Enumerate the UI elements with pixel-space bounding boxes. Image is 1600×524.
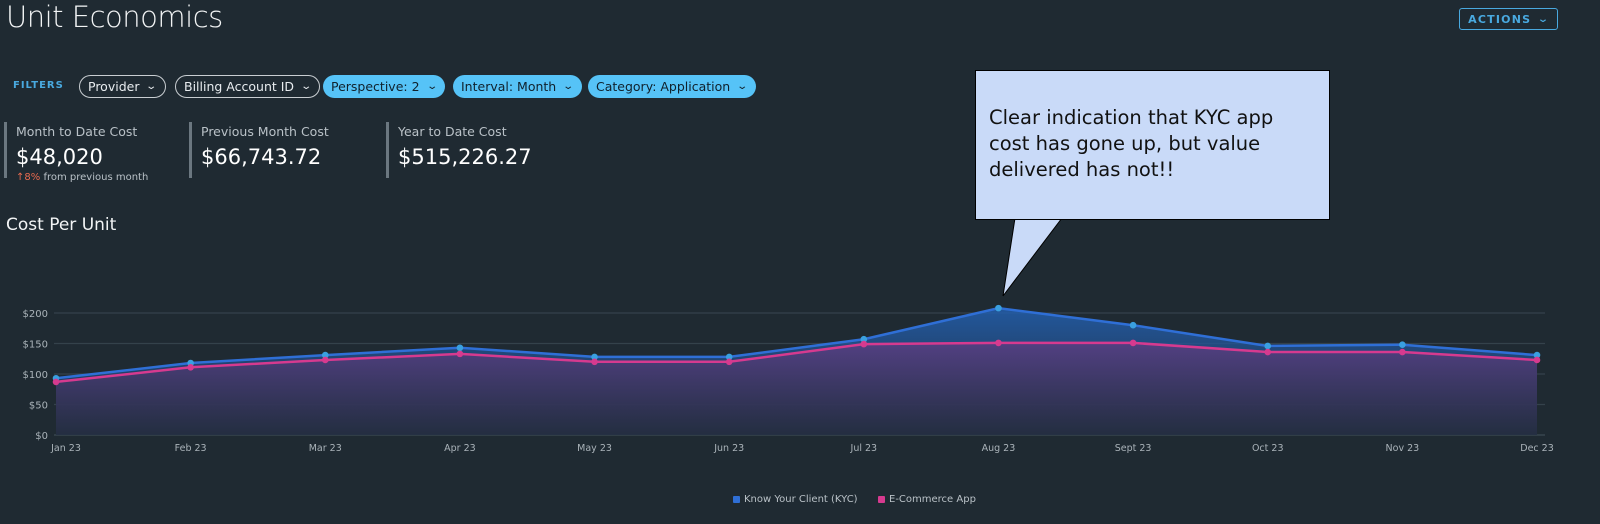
- page-title: Unit Economics: [6, 0, 223, 34]
- data-point[interactable]: [1533, 356, 1541, 364]
- data-point[interactable]: [52, 378, 60, 386]
- kpi-delta: ↑8% from previous month: [16, 172, 148, 183]
- annotation-callout: Clear indication that KYC app cost has g…: [975, 70, 1330, 220]
- kpi-previous-month: Previous Month Cost $66,743.72: [189, 122, 329, 178]
- chevron-down-icon: ⌄: [145, 81, 158, 92]
- data-point[interactable]: [725, 358, 733, 366]
- arrow-up-icon: ↑: [16, 172, 25, 183]
- filters-label: FILTERS: [13, 80, 64, 91]
- series-line: [55, 306, 1538, 380]
- legend-label: Know Your Client (KYC): [744, 494, 858, 505]
- kpi-value: $515,226.27: [398, 145, 532, 169]
- x-tick-label: Apr 23: [444, 443, 476, 454]
- filter-label: Category: Application: [596, 79, 731, 94]
- filter-label: Provider: [88, 79, 140, 94]
- chevron-down-icon: ⌄: [562, 81, 575, 92]
- filter-billing-account-id[interactable]: Billing Account ID ⌄: [175, 75, 321, 98]
- delta-percent: 8%: [24, 172, 41, 183]
- series-line: [55, 341, 1538, 384]
- y-tick-label: $100: [23, 370, 48, 381]
- legend-item-ecommerce[interactable]: E-Commerce App: [878, 494, 976, 505]
- data-point[interactable]: [456, 344, 464, 352]
- data-point[interactable]: [1264, 348, 1272, 356]
- x-tick-label: Aug 23: [982, 443, 1016, 454]
- chart-title: Cost Per Unit: [6, 215, 117, 235]
- data-point[interactable]: [1264, 342, 1272, 350]
- data-point[interactable]: [1399, 348, 1406, 356]
- callout-tail: [1002, 217, 1064, 297]
- kpi-value: $66,743.72: [201, 145, 322, 169]
- x-tick-label: Sept 23: [1115, 443, 1152, 454]
- kpi-label: Previous Month Cost: [201, 124, 329, 139]
- data-point[interactable]: [995, 304, 1002, 312]
- actions-label: ACTIONS: [1468, 12, 1532, 26]
- legend-swatch: [733, 496, 740, 503]
- delta-text: from previous month: [43, 172, 149, 183]
- chevron-down-icon: ⌄: [300, 81, 313, 92]
- data-point[interactable]: [321, 356, 329, 364]
- x-tick-label: Feb 23: [175, 443, 207, 454]
- legend-label: E-Commerce App: [889, 494, 976, 505]
- chevron-down-icon: ⌄: [425, 81, 438, 92]
- data-point[interactable]: [1129, 339, 1137, 347]
- y-tick-label: $150: [23, 340, 48, 351]
- x-tick-label: Jan 23: [50, 443, 81, 454]
- kpi-value: $48,020: [16, 145, 103, 169]
- legend-swatch: [878, 496, 885, 503]
- actions-button[interactable]: ACTIONS ⌄: [1459, 8, 1558, 30]
- data-point[interactable]: [860, 335, 868, 343]
- kpi-label: Year to Date Cost: [398, 124, 507, 139]
- x-tick-label: Mar 23: [309, 443, 342, 454]
- kpi-year-to-date: Year to Date Cost $515,226.27: [386, 122, 532, 178]
- data-point[interactable]: [995, 339, 1002, 347]
- filter-label: Interval: Month: [461, 79, 557, 94]
- data-point[interactable]: [860, 340, 868, 348]
- filter-provider[interactable]: Provider ⌄: [79, 75, 166, 98]
- chevron-down-icon: ⌄: [1537, 13, 1551, 25]
- x-tick-label: Dec 23: [1520, 443, 1554, 454]
- filter-category[interactable]: Category: Application ⌄: [588, 75, 756, 98]
- x-tick-label: Jul 23: [850, 443, 878, 454]
- filter-perspective[interactable]: Perspective: 2 ⌄: [323, 75, 445, 98]
- data-point[interactable]: [1533, 351, 1541, 359]
- data-point[interactable]: [456, 350, 464, 358]
- y-tick-label: $0: [35, 431, 48, 442]
- kpi-label: Month to Date Cost: [16, 124, 138, 139]
- data-point[interactable]: [591, 358, 598, 366]
- x-tick-label: May 23: [577, 443, 612, 454]
- data-point[interactable]: [725, 353, 733, 361]
- y-tick-label: $50: [29, 401, 48, 412]
- data-point[interactable]: [187, 363, 194, 371]
- y-tick-label: $200: [23, 309, 48, 320]
- filter-interval[interactable]: Interval: Month ⌄: [453, 75, 582, 98]
- kpi-month-to-date: Month to Date Cost $48,020 ↑8% from prev…: [4, 122, 148, 183]
- legend-item-kyc[interactable]: Know Your Client (KYC): [733, 494, 858, 505]
- x-tick-label: Jun 23: [713, 443, 744, 454]
- series-area: [56, 342, 1537, 435]
- x-tick-label: Oct 23: [1252, 443, 1284, 454]
- data-point[interactable]: [1129, 321, 1137, 329]
- data-point[interactable]: [591, 353, 598, 361]
- filter-label: Perspective: 2: [331, 79, 420, 94]
- data-point[interactable]: [321, 351, 329, 359]
- x-tick-label: Nov 23: [1386, 443, 1420, 454]
- filter-label: Billing Account ID: [184, 79, 295, 94]
- chevron-down-icon: ⌄: [736, 81, 749, 92]
- data-point[interactable]: [1399, 341, 1406, 349]
